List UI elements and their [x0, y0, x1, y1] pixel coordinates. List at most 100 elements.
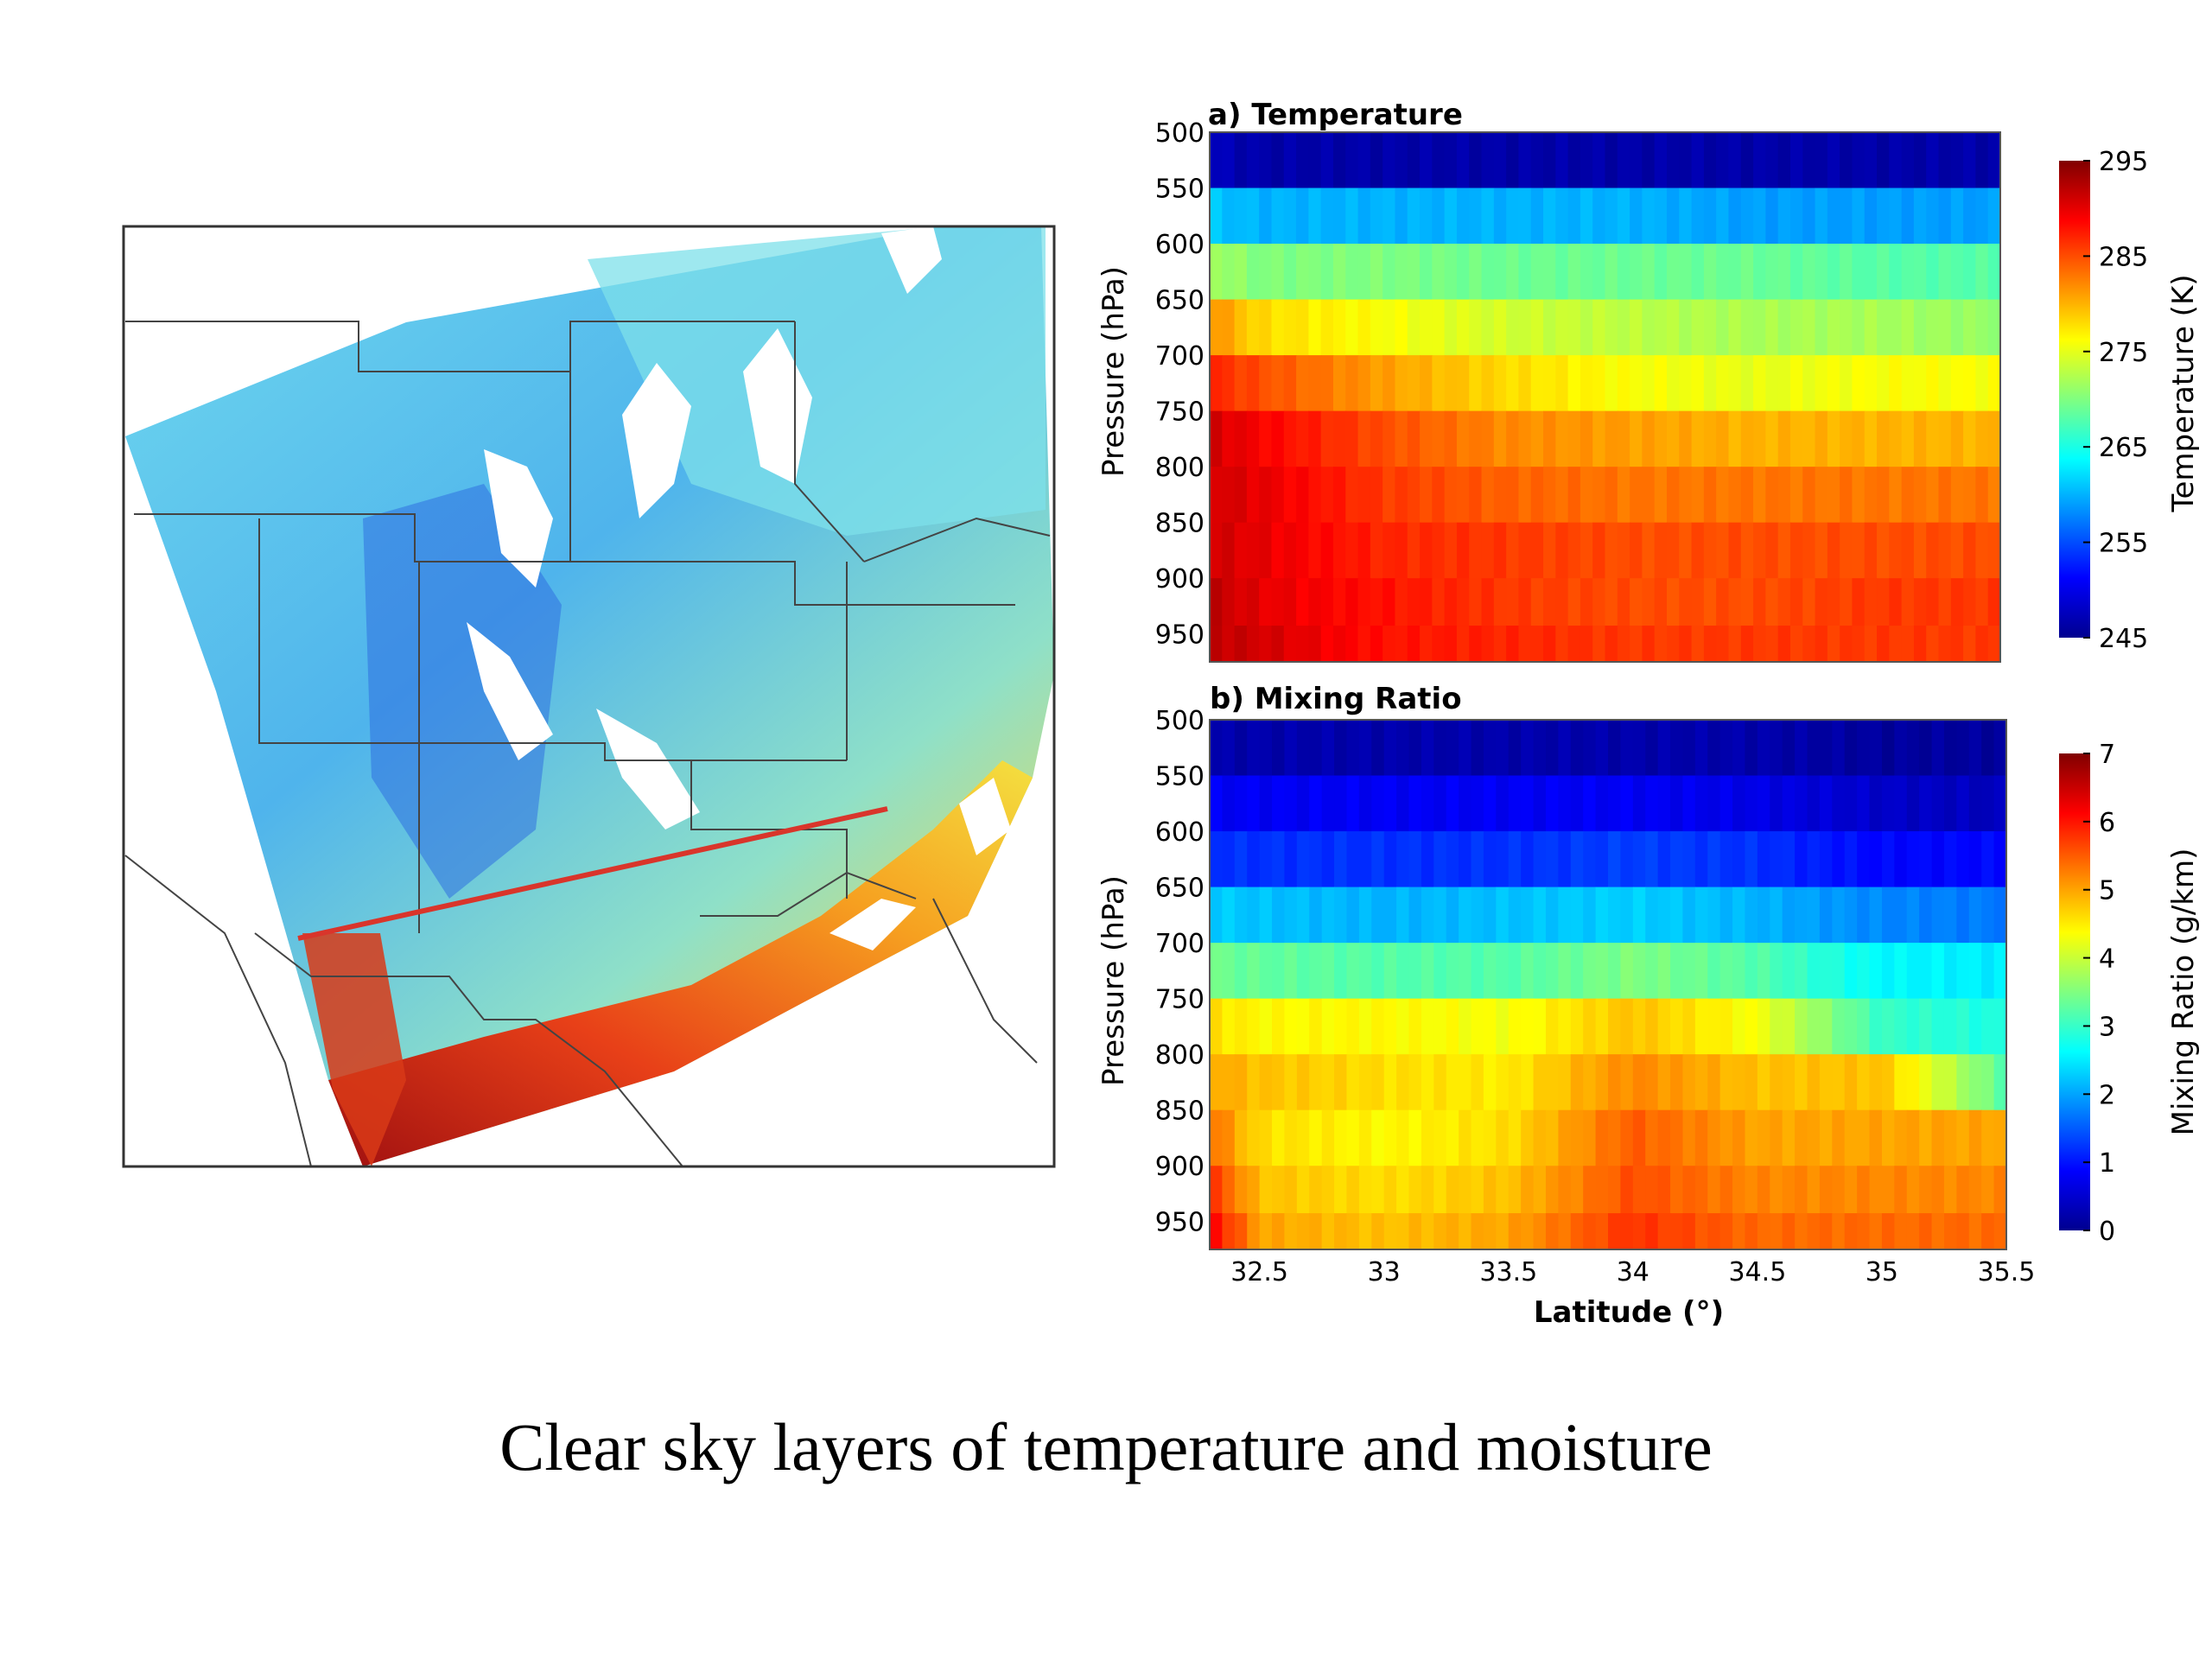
heatmap-cell	[1857, 998, 1871, 1055]
heatmap-cell	[1222, 943, 1236, 1000]
heatmap-cell	[1694, 943, 1709, 1000]
heatmap-cell	[1309, 1054, 1323, 1111]
colorbar-tick-label: 2	[2099, 1080, 2115, 1110]
heatmap-cell	[1642, 410, 1656, 467]
heatmap-cell	[1446, 1166, 1459, 1214]
heatmap-cell	[1993, 1166, 2007, 1214]
heatmap-cell	[1981, 831, 1995, 888]
heatmap-cell	[1508, 720, 1522, 777]
heatmap-cell	[1382, 299, 1396, 356]
heatmap-cell	[1210, 522, 1224, 580]
heatmap-cell	[1926, 355, 1940, 412]
heatmap-cell	[1963, 355, 1977, 412]
heatmap-cell	[1555, 467, 1569, 524]
heatmap-cell	[1707, 887, 1721, 944]
heatmap-cell	[1716, 132, 1730, 189]
heatmap-cell	[1938, 578, 1952, 626]
heatmap-cell	[1521, 775, 1535, 832]
heatmap-cell	[1632, 943, 1647, 1000]
heatmap-cell	[1802, 188, 1816, 245]
heatmap-cell	[1358, 720, 1373, 777]
heatmap-cell	[1496, 1109, 1510, 1167]
heatmap-cell	[1666, 355, 1681, 412]
temperature-colorbar-label: Temperature (K)	[2166, 274, 2201, 512]
heatmap-cell	[1901, 578, 1915, 626]
heatmap-cell	[1608, 831, 1622, 888]
heatmap-cell	[1471, 831, 1484, 888]
heatmap-cell	[1358, 943, 1373, 1000]
heatmap-cell	[1777, 626, 1791, 663]
heatmap-cell	[1832, 1054, 1846, 1111]
heatmap-cell	[1570, 1109, 1584, 1167]
heatmap-cell	[1901, 355, 1915, 412]
swath-upper-lighter	[588, 226, 1046, 536]
heatmap-cell	[1558, 775, 1572, 832]
heatmap-cell	[1432, 299, 1446, 356]
heatmap-cell	[1408, 1166, 1422, 1214]
heatmap-cell	[1580, 578, 1594, 626]
heatmap-cell	[1975, 355, 1989, 412]
heatmap-cell	[1222, 1213, 1236, 1250]
heatmap-cell	[1682, 1109, 1696, 1167]
heatmap-cell	[1620, 943, 1634, 1000]
heatmap-cell	[1630, 522, 1643, 580]
heatmap-cell	[1975, 626, 1989, 663]
heatmap-cell	[1703, 132, 1717, 189]
heatmap-cell	[1642, 467, 1656, 524]
heatmap-cell	[1459, 775, 1472, 832]
heatmap-cell	[1950, 299, 1964, 356]
heatmap-cell	[1382, 188, 1396, 245]
heatmap-cell	[1246, 467, 1260, 524]
heatmap-cell	[1745, 1054, 1758, 1111]
heatmap-cell	[1555, 188, 1569, 245]
heatmap-cell	[1906, 998, 1920, 1055]
temperature-colorbar-ticks: 245 255 265 275 285 295	[2083, 147, 2148, 654]
heatmap-cell	[1444, 355, 1458, 412]
heatmap-cell	[1981, 1166, 1995, 1214]
heatmap-cell	[1408, 998, 1422, 1055]
heatmap-cell	[1272, 1166, 1286, 1214]
heatmap-cell	[1396, 1213, 1410, 1250]
heatmap-cell	[1296, 188, 1310, 245]
heatmap-cell	[1844, 998, 1858, 1055]
heatmap-cell	[1283, 188, 1297, 245]
heatmap-cell	[1963, 132, 1977, 189]
heatmap-cell	[1493, 578, 1507, 626]
heatmap-cell	[1420, 626, 1433, 663]
heatmap-cell	[1889, 355, 1903, 412]
heatmap-cell	[1284, 775, 1298, 832]
heatmap-cell	[1382, 522, 1396, 580]
heatmap-cell	[1595, 1054, 1609, 1111]
swath-gulf-warm	[328, 760, 1033, 1166]
heatmap-cell	[1694, 831, 1709, 888]
heatmap-cell	[1703, 410, 1717, 467]
heatmap-cell	[1877, 626, 1891, 663]
heatmap-cell	[1456, 244, 1471, 301]
heatmap-cell	[1518, 626, 1532, 663]
heatmap-cell	[1395, 467, 1408, 524]
heatmap-cell	[1819, 943, 1834, 1000]
heatmap-cell	[1493, 410, 1507, 467]
heatmap-cell	[1545, 831, 1560, 888]
heatmap-cell	[1407, 188, 1421, 245]
heatmap-cell	[1469, 522, 1483, 580]
heatmap-cell	[1857, 1109, 1871, 1167]
heatmap-cell	[1691, 467, 1705, 524]
y-tick-label: 700	[1155, 929, 1205, 959]
heatmap-cell	[1555, 132, 1569, 189]
heatmap-cell	[1716, 355, 1730, 412]
heatmap-cell	[1247, 1213, 1261, 1250]
heatmap-cell	[1906, 943, 1920, 1000]
heatmap-cell	[1358, 998, 1373, 1055]
heatmap-cell	[1493, 467, 1507, 524]
heatmap-cell	[1284, 887, 1298, 944]
heatmap-cell	[1789, 626, 1804, 663]
heatmap-cell	[1567, 522, 1581, 580]
heatmap-cell	[1840, 626, 1853, 663]
colorbar-tick-label: 3	[2099, 1012, 2115, 1042]
heatmap-cell	[1407, 410, 1421, 467]
heatmap-cell	[1943, 775, 1958, 832]
heatmap-cell	[1446, 998, 1459, 1055]
heatmap-cell	[1864, 299, 1878, 356]
heatmap-cell	[1782, 775, 1796, 832]
